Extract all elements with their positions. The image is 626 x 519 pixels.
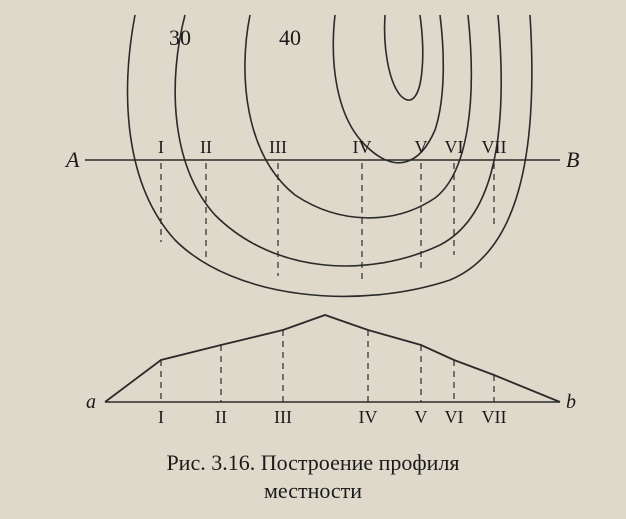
bot-roman-5: V [415, 407, 428, 427]
top-roman-5: V [415, 137, 428, 157]
top-roman-7: VII [482, 137, 507, 157]
top-roman-6: VI [445, 137, 464, 157]
profile-line [105, 315, 560, 402]
label-A: A [64, 147, 80, 172]
bot-roman-3: III [274, 407, 292, 427]
top-roman-2: II [200, 137, 212, 157]
tick-40: 40 [279, 25, 301, 50]
top-roman-3: III [269, 137, 287, 157]
figure-svg: 30 40 A B I II III IV V VI VII a b I II … [0, 0, 626, 519]
top-roman-1: I [158, 137, 164, 157]
label-b: b [566, 391, 576, 413]
caption-line1: Рис. 3.16. Построение профиля [166, 450, 459, 475]
label-B: B [566, 147, 579, 172]
bot-roman-4: IV [359, 407, 378, 427]
bot-roman-7: VII [482, 407, 507, 427]
bot-roman-2: II [215, 407, 227, 427]
top-roman-4: IV [353, 137, 372, 157]
caption-line2: местности [264, 478, 362, 503]
bot-roman-6: VI [445, 407, 464, 427]
bot-roman-1: I [158, 407, 164, 427]
contour-1-inner [385, 15, 423, 100]
label-a: a [86, 391, 96, 413]
tick-30: 30 [169, 25, 191, 50]
